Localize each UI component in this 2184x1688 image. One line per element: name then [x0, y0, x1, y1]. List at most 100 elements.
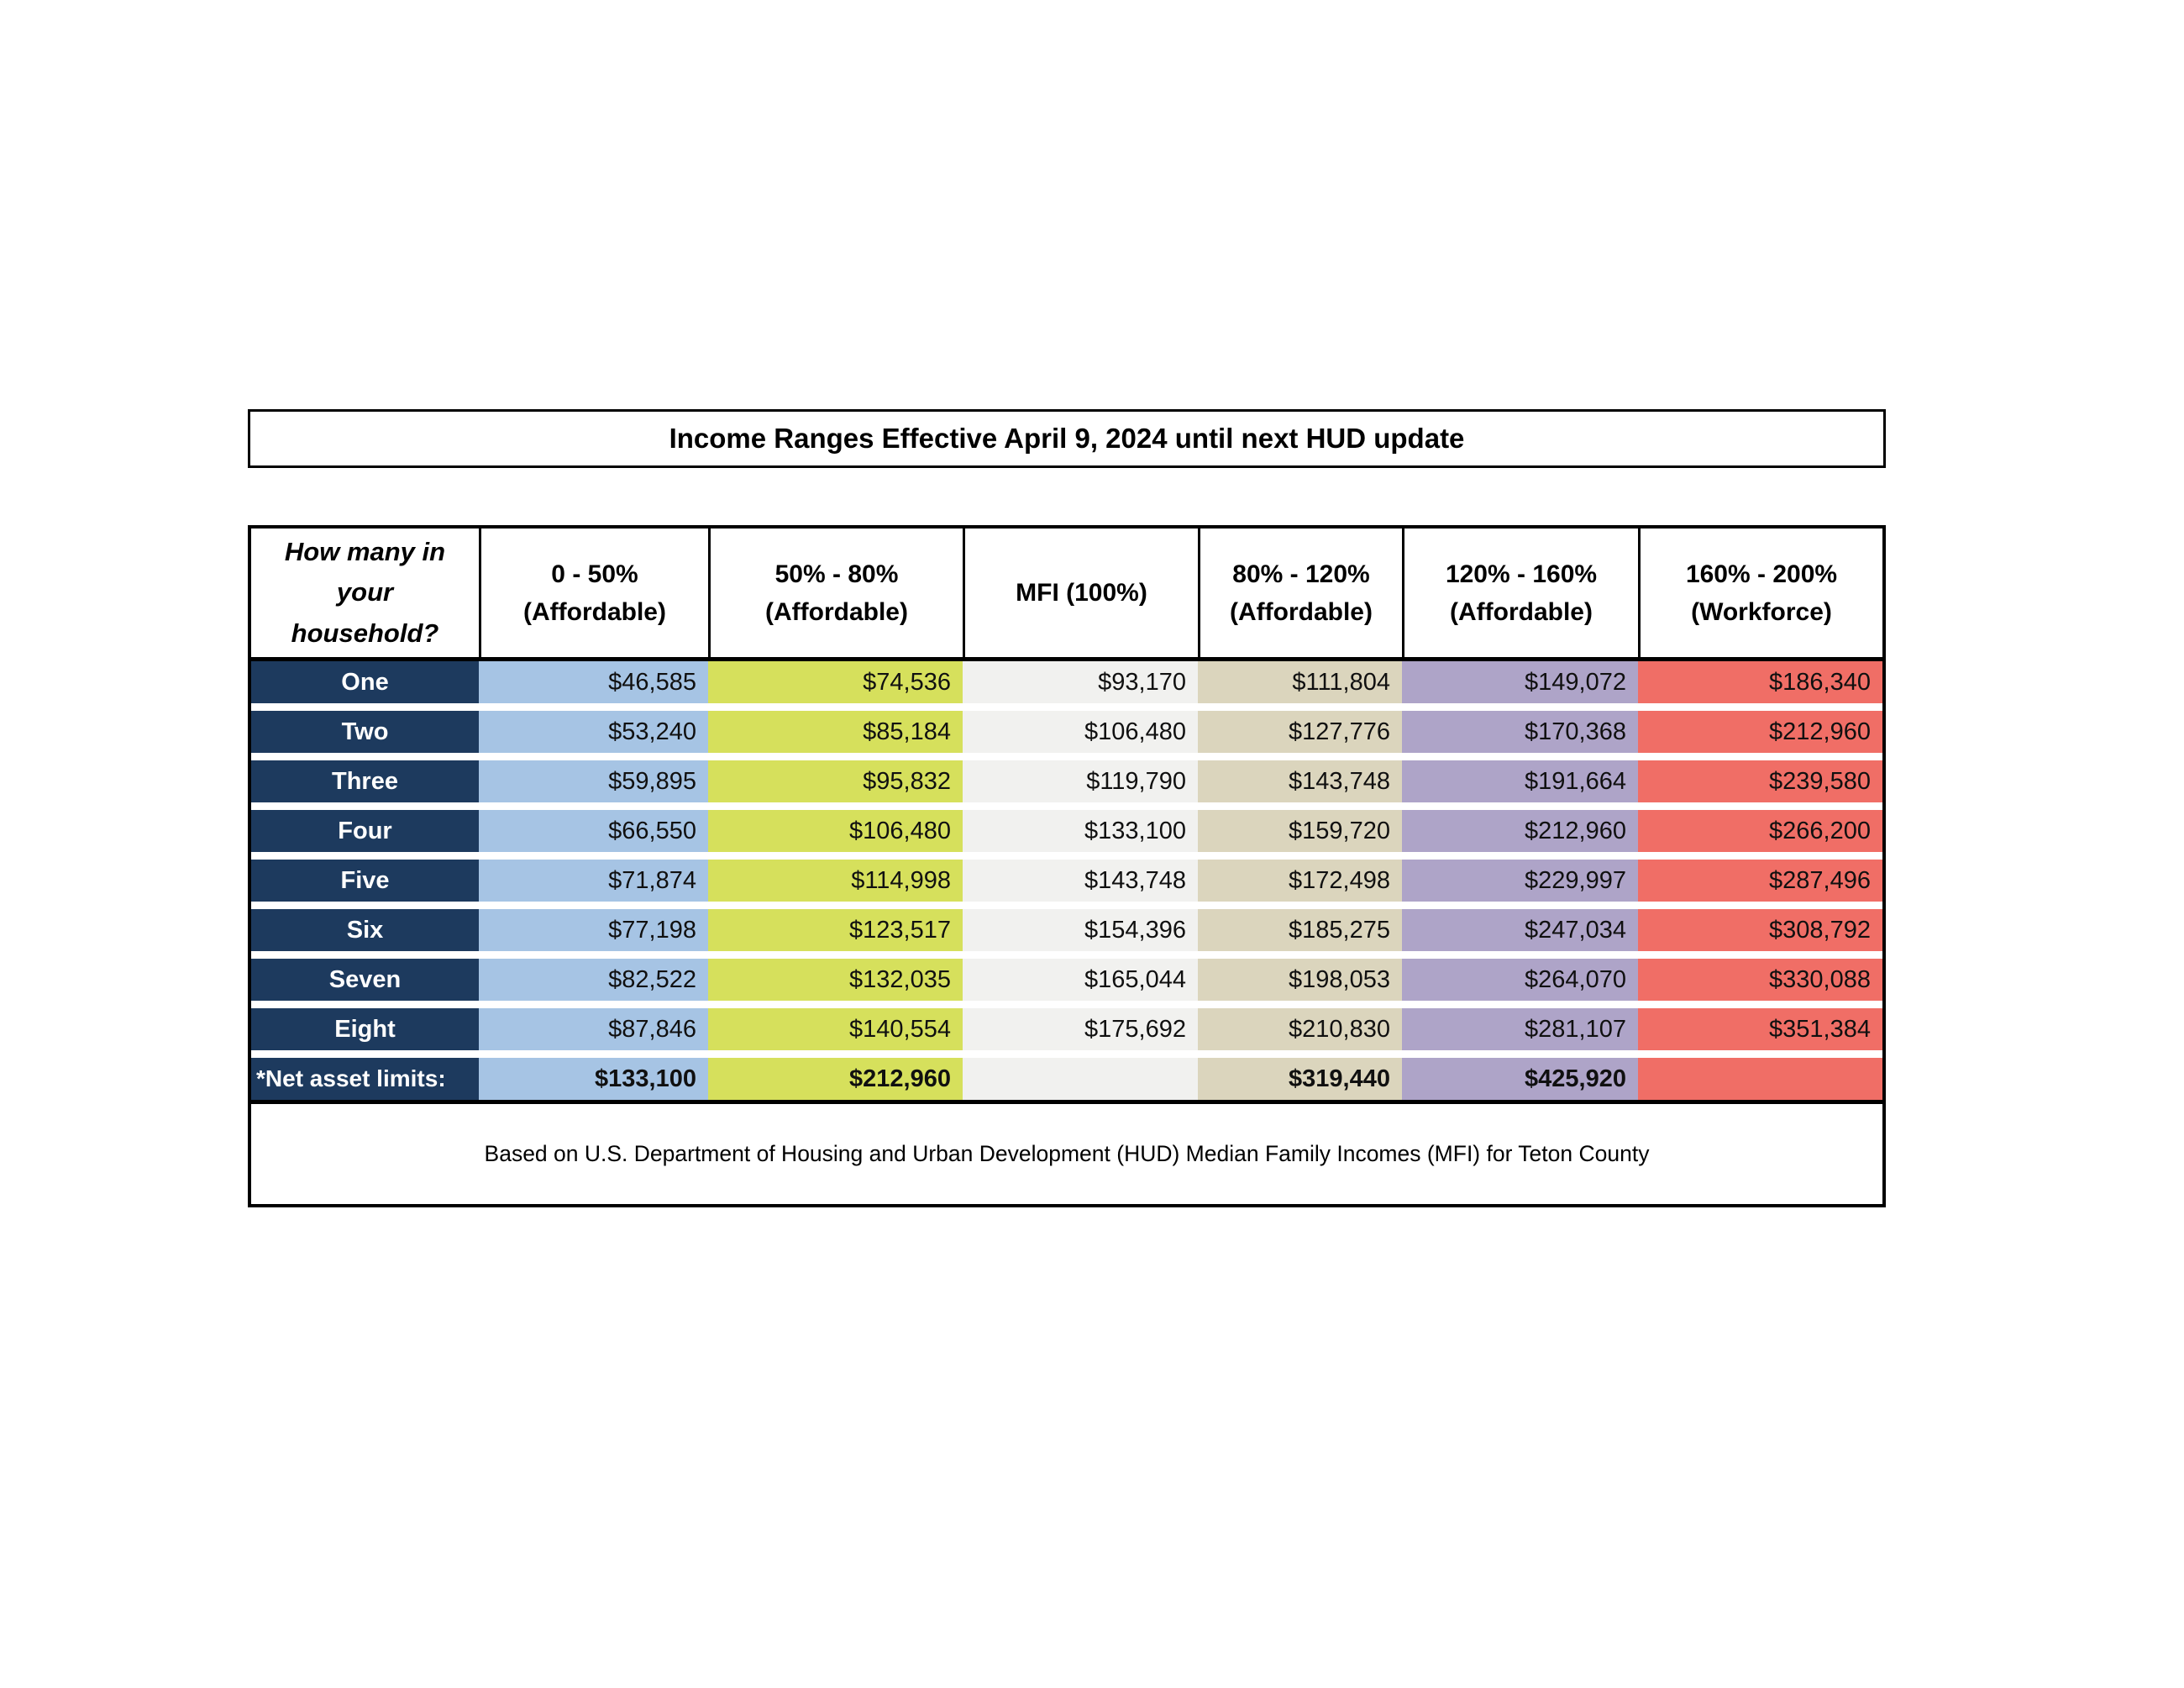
row-label: Seven: [251, 959, 479, 1001]
cell-80-120-affordable: $172,498: [1198, 860, 1402, 902]
column-header-50-80-affordable: 50% - 80% (Affordable): [708, 528, 963, 657]
cell-mfi-100: $106,480: [963, 711, 1198, 753]
row-label: Six: [251, 909, 479, 951]
cell-mfi-100: [963, 1058, 1198, 1100]
table-row-three: Three $59,895 $95,832 $119,790 $143,748 $191,…: [251, 760, 1882, 802]
cell-80-120-affordable: $319,440: [1198, 1058, 1402, 1100]
cell-50-80-affordable: $95,832: [708, 760, 963, 802]
cell-0-50-affordable: $133,100: [479, 1058, 708, 1100]
table-rows: One $46,585 $74,536 $93,170 $111,804 $149,072…: [251, 661, 1882, 1100]
column-header-160-200-workforce: 160% - 200% (Workforce): [1638, 528, 1882, 657]
column-header-line: (Workforce): [1691, 597, 1832, 626]
cell-80-120-affordable: $198,053: [1198, 959, 1402, 1001]
cell-mfi-100: $93,170: [963, 661, 1198, 703]
cell-120-160-affordable: $149,072: [1402, 661, 1638, 703]
cell-160-200-workforce: $186,340: [1638, 661, 1882, 703]
column-header-line: (Affordable): [1450, 597, 1593, 626]
cell-mfi-100: $119,790: [963, 760, 1198, 802]
cell-80-120-affordable: $143,748: [1198, 760, 1402, 802]
column-header-80-120-affordable: 80% - 120% (Affordable): [1198, 528, 1402, 657]
row-label: Five: [251, 860, 479, 902]
column-header-line: 50% - 80%: [774, 560, 899, 588]
column-header-line: How many in: [284, 537, 446, 567]
cell-mfi-100: $165,044: [963, 959, 1198, 1001]
page-title: Income Ranges Effective April 9, 2024 un…: [669, 423, 1465, 454]
cell-120-160-affordable: $425,920: [1402, 1058, 1638, 1100]
cell-0-50-affordable: $66,550: [479, 810, 708, 852]
cell-mfi-100: $143,748: [963, 860, 1198, 902]
cell-50-80-affordable: $123,517: [708, 909, 963, 951]
row-label: Eight: [251, 1008, 479, 1050]
cell-160-200-workforce: $308,792: [1638, 909, 1882, 951]
row-label: Two: [251, 711, 479, 753]
cell-0-50-affordable: $53,240: [479, 711, 708, 753]
table-row-net-asset-limits: *Net asset limits: $133,100 $212,960 $319,4…: [251, 1058, 1882, 1100]
cell-0-50-affordable: $82,522: [479, 959, 708, 1001]
cell-120-160-affordable: $170,368: [1402, 711, 1638, 753]
row-label: *Net asset limits:: [251, 1058, 479, 1100]
table-row-five: Five $71,874 $114,998 $143,748 $172,498 $229,…: [251, 860, 1882, 902]
column-header-line: 0 - 50%: [551, 560, 638, 588]
cell-160-200-workforce: $287,496: [1638, 860, 1882, 902]
column-header-line: your: [336, 577, 394, 607]
cell-mfi-100: $175,692: [963, 1008, 1198, 1050]
column-header-0-50-affordable: 0 - 50% (Affordable): [479, 528, 708, 657]
cell-160-200-workforce: [1638, 1058, 1882, 1100]
column-header-120-160-affordable: 120% - 160% (Affordable): [1402, 528, 1638, 657]
column-header-mfi-100: MFI (100%): [963, 528, 1198, 657]
cell-mfi-100: $154,396: [963, 909, 1198, 951]
cell-80-120-affordable: $185,275: [1198, 909, 1402, 951]
table-row-one: One $46,585 $74,536 $93,170 $111,804 $149,072…: [251, 661, 1882, 703]
cell-mfi-100: $133,100: [963, 810, 1198, 852]
column-header-line: MFI (100%): [1016, 579, 1147, 607]
column-header-line: household?: [291, 618, 439, 648]
cell-0-50-affordable: $87,846: [479, 1008, 708, 1050]
cell-0-50-affordable: $77,198: [479, 909, 708, 951]
row-label: Four: [251, 810, 479, 852]
cell-160-200-workforce: $351,384: [1638, 1008, 1882, 1050]
cell-50-80-affordable: $74,536: [708, 661, 963, 703]
cell-0-50-affordable: $46,585: [479, 661, 708, 703]
table-header-row: How many in your household? 0 - 50% (Afforda…: [251, 528, 1882, 661]
cell-50-80-affordable: $114,998: [708, 860, 963, 902]
footer-note: Based on U.S. Department of Housing and …: [484, 1141, 1650, 1166]
table-row-eight: Eight $87,846 $140,554 $175,692 $210,830 $281…: [251, 1008, 1882, 1050]
cell-160-200-workforce: $212,960: [1638, 711, 1882, 753]
table-row-four: Four $66,550 $106,480 $133,100 $159,720 $212,…: [251, 810, 1882, 852]
cell-80-120-affordable: $111,804: [1198, 661, 1402, 703]
column-header-household: How many in your household?: [251, 528, 479, 657]
column-header-line: 160% - 200%: [1685, 560, 1838, 588]
cell-120-160-affordable: $191,664: [1402, 760, 1638, 802]
column-header-line: (Affordable): [765, 597, 908, 626]
income-table: How many in your household? 0 - 50% (Afforda…: [248, 525, 1886, 1207]
cell-0-50-affordable: $71,874: [479, 860, 708, 902]
column-header-line: 80% - 120%: [1232, 560, 1370, 588]
cell-160-200-workforce: $266,200: [1638, 810, 1882, 852]
cell-120-160-affordable: $247,034: [1402, 909, 1638, 951]
cell-160-200-workforce: $239,580: [1638, 760, 1882, 802]
cell-120-160-affordable: $264,070: [1402, 959, 1638, 1001]
column-header-line: 120% - 160%: [1445, 560, 1598, 588]
table-row-six: Six $77,198 $123,517 $154,396 $185,275 $247,0…: [251, 909, 1882, 951]
cell-120-160-affordable: $281,107: [1402, 1008, 1638, 1050]
footer-area: Based on U.S. Department of Housing and …: [251, 1104, 1882, 1204]
column-header-line: (Affordable): [1230, 597, 1373, 626]
cell-50-80-affordable: $140,554: [708, 1008, 963, 1050]
row-label: One: [251, 661, 479, 703]
cell-50-80-affordable: $106,480: [708, 810, 963, 852]
column-header-line: (Affordable): [523, 597, 666, 626]
cell-50-80-affordable: $212,960: [708, 1058, 963, 1100]
cell-80-120-affordable: $159,720: [1198, 810, 1402, 852]
table-row-two: Two $53,240 $85,184 $106,480 $127,776 $170,36…: [251, 711, 1882, 753]
footer-divider: [251, 1100, 1882, 1104]
cell-80-120-affordable: $210,830: [1198, 1008, 1402, 1050]
cell-50-80-affordable: $85,184: [708, 711, 963, 753]
cell-120-160-affordable: $229,997: [1402, 860, 1638, 902]
table-row-seven: Seven $82,522 $132,035 $165,044 $198,053 $264…: [251, 959, 1882, 1001]
cell-160-200-workforce: $330,088: [1638, 959, 1882, 1001]
cell-50-80-affordable: $132,035: [708, 959, 963, 1001]
cell-120-160-affordable: $212,960: [1402, 810, 1638, 852]
cell-80-120-affordable: $127,776: [1198, 711, 1402, 753]
cell-0-50-affordable: $59,895: [479, 760, 708, 802]
title-box: Income Ranges Effective April 9, 2024 un…: [248, 409, 1886, 468]
